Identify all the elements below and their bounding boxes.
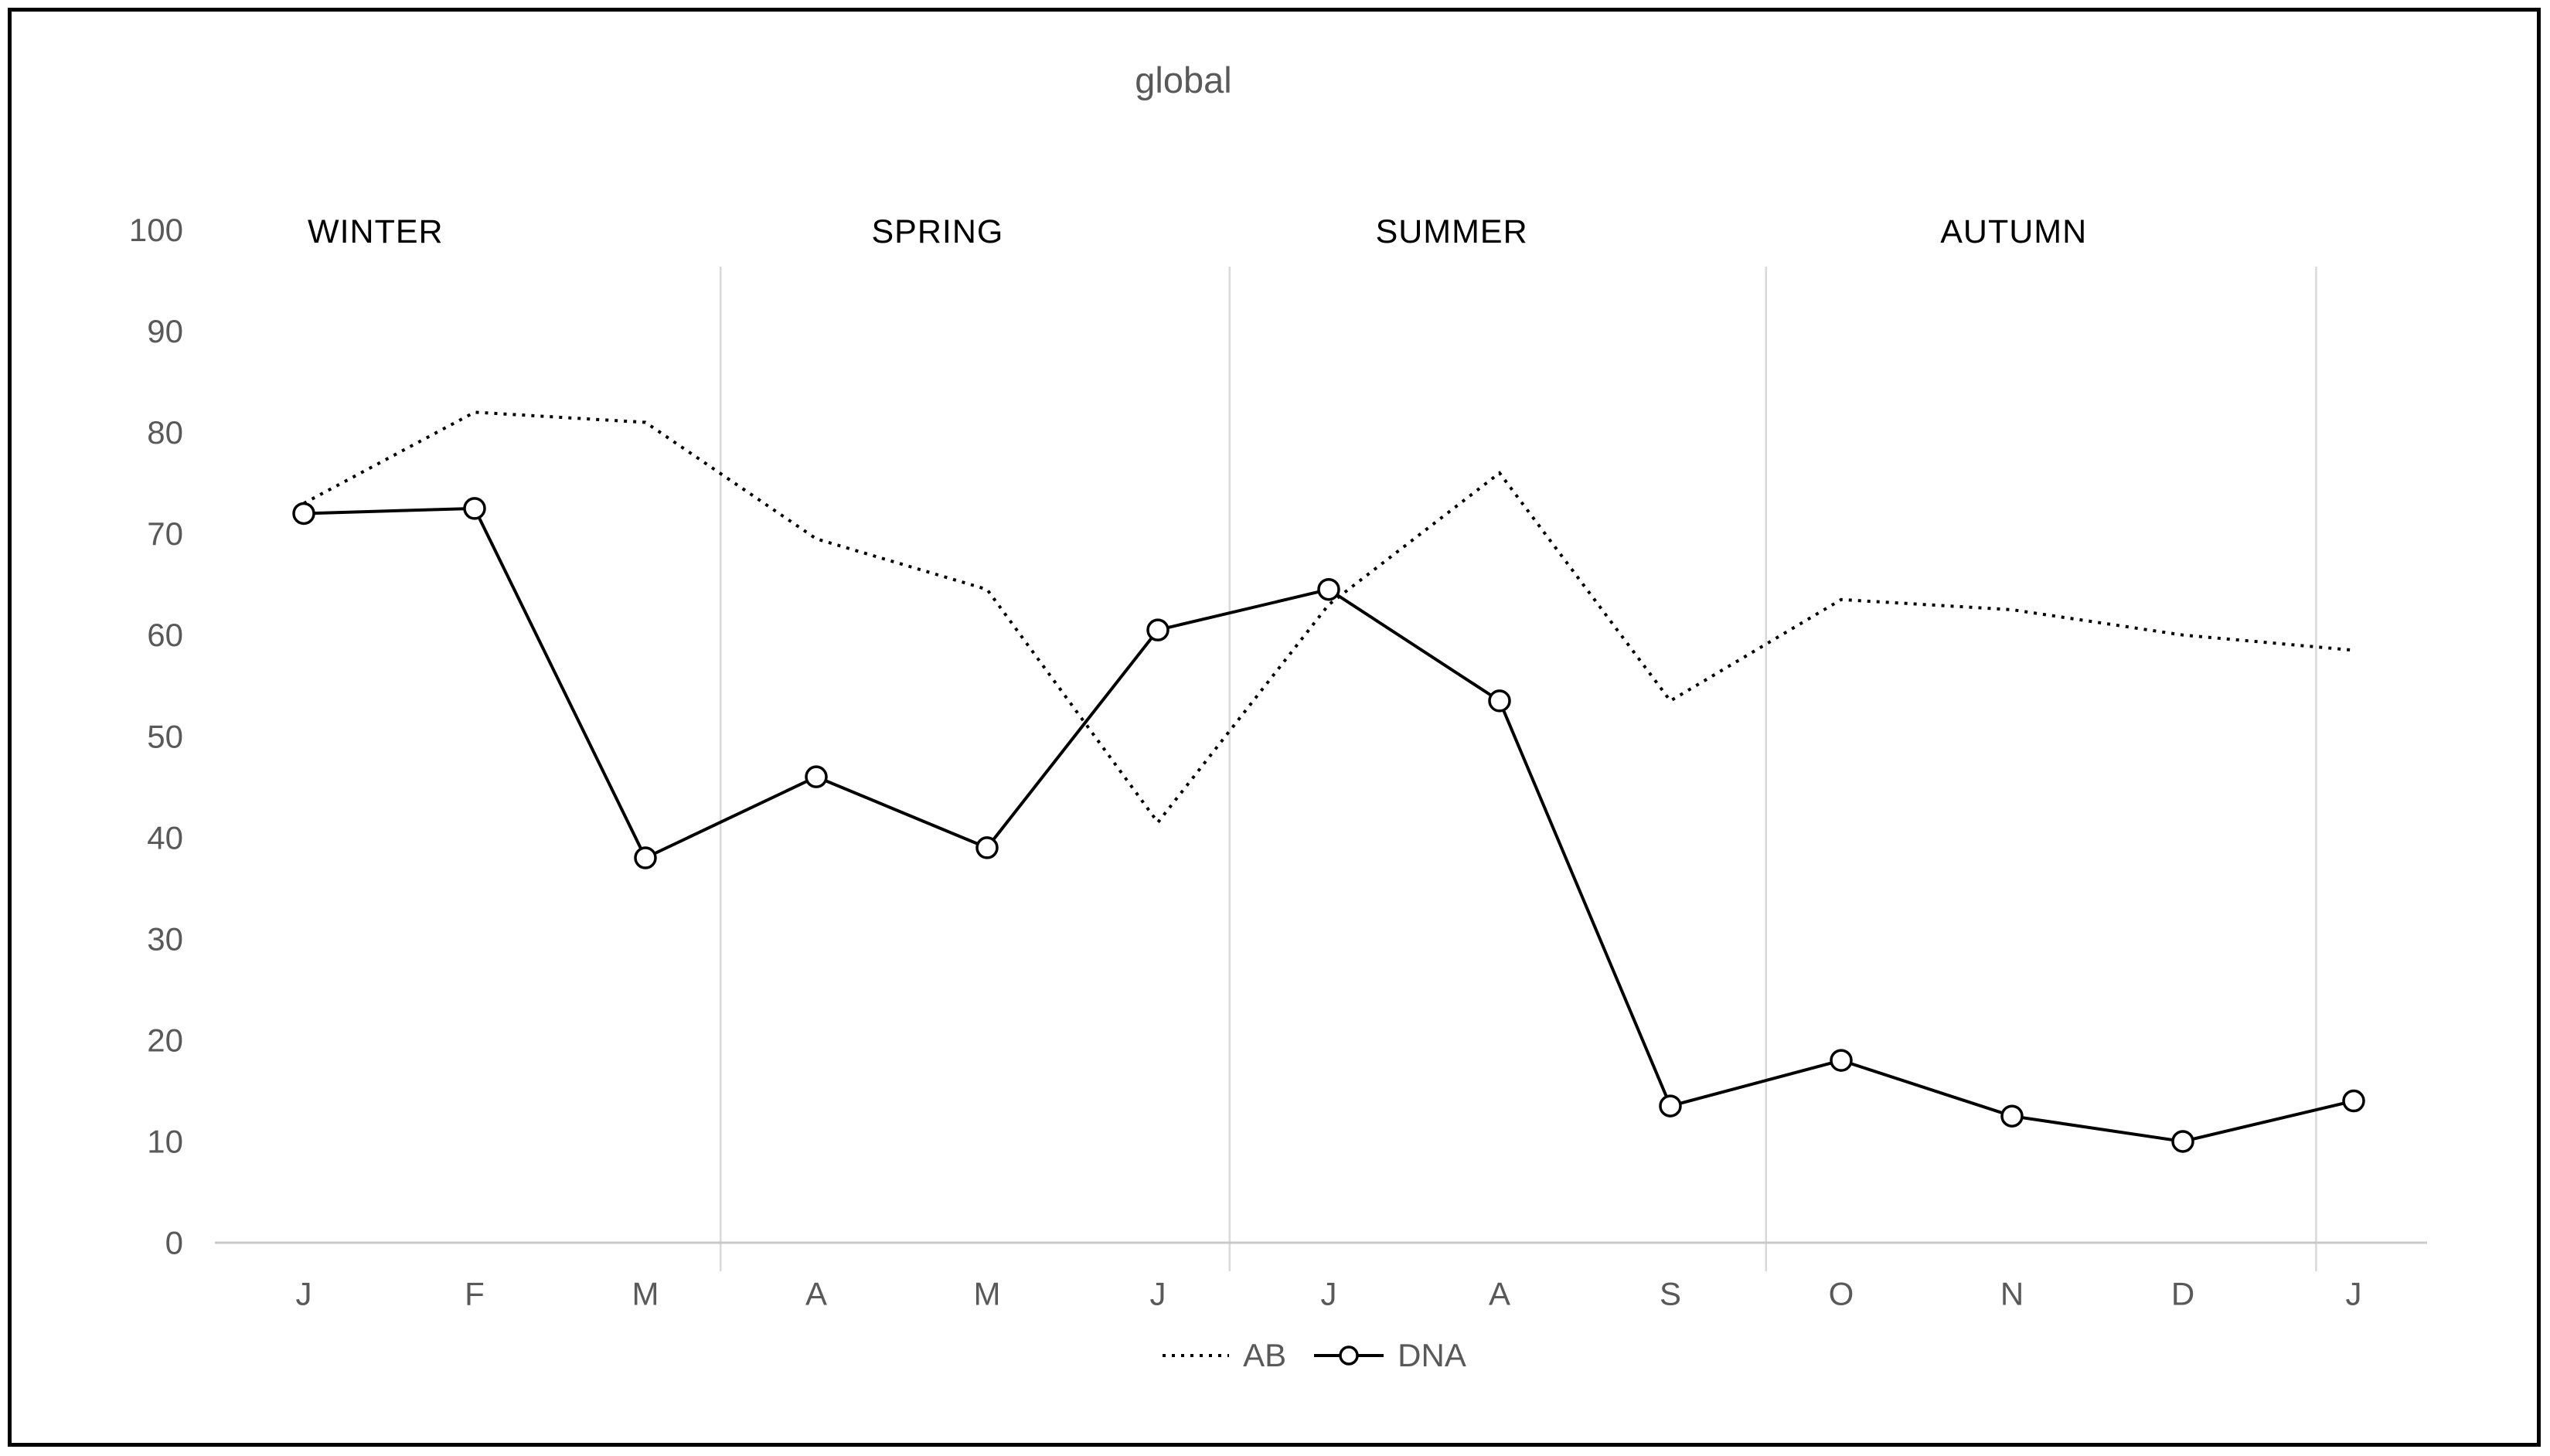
season-label: WINTER — [308, 213, 444, 250]
data-point-marker-dna — [975, 836, 999, 859]
y-axis-tick-label: 30 — [147, 920, 183, 957]
series-line-dna — [303, 506, 2354, 1143]
data-point-marker-dna — [1830, 1049, 1853, 1072]
y-axis-tick-label: 20 — [147, 1022, 183, 1058]
y-axis-tick-label: 70 — [147, 515, 183, 552]
data-point-marker-dna — [805, 765, 828, 788]
data-point-marker-dna — [1146, 618, 1169, 641]
x-axis-month-label: A — [805, 1276, 827, 1312]
chart-legend: AB DNA — [77, 1337, 2550, 1374]
season-label: SPRING — [871, 213, 1003, 250]
y-axis-tick-label: 90 — [147, 313, 183, 349]
data-point-marker-dna — [1659, 1094, 1682, 1118]
x-axis-month-label: N — [2000, 1276, 2024, 1312]
x-axis-month-label: A — [1489, 1276, 1510, 1312]
x-axis-month-label: J — [1150, 1276, 1166, 1312]
y-axis-tick-label: 60 — [147, 617, 183, 653]
legend-item-ab: AB — [1161, 1337, 1286, 1374]
data-point-marker-dna — [292, 502, 315, 526]
y-axis-tick-label: 0 — [165, 1225, 183, 1261]
x-axis-month-label: S — [1660, 1276, 1681, 1312]
ab-dotted-line-sample-icon — [1163, 1354, 1230, 1357]
x-axis-month-label: J — [2346, 1276, 2362, 1312]
y-axis-tick-label: 10 — [147, 1123, 183, 1159]
season-label: AUTUMN — [1940, 213, 2087, 250]
data-point-marker-dna — [1488, 689, 1511, 713]
data-point-marker-dna — [2171, 1130, 2194, 1153]
legend-label-dna: DNA — [1398, 1337, 1466, 1373]
y-axis-tick-label: 100 — [129, 212, 183, 248]
chart-title: global — [1135, 60, 1232, 100]
data-point-marker-dna — [2342, 1089, 2365, 1113]
x-axis-month-label: M — [974, 1276, 1001, 1312]
data-point-marker-dna — [634, 846, 657, 869]
x-axis-month-label: M — [632, 1276, 659, 1312]
x-axis-month-label: D — [2171, 1276, 2194, 1312]
data-point-marker-dna — [463, 497, 486, 520]
x-axis-month-label: O — [1829, 1276, 1854, 1312]
legend-label-ab: AB — [1243, 1337, 1287, 1373]
y-axis-tick-label: 80 — [147, 414, 183, 451]
y-axis-tick-label: 40 — [147, 819, 183, 856]
x-axis-month-label: F — [465, 1276, 485, 1312]
series-line-ab — [303, 410, 2354, 825]
legend-item-dna: DNA — [1312, 1337, 1466, 1374]
season-label: SUMMER — [1376, 213, 1528, 250]
x-axis-month-label: J — [296, 1276, 312, 1312]
data-point-marker-dna — [2000, 1104, 2024, 1128]
data-point-marker-dna — [1317, 577, 1340, 601]
dna-solid-line-marker-sample-icon — [1314, 1345, 1384, 1366]
y-axis-tick-label: 50 — [147, 718, 183, 754]
x-axis-month-label: J — [1321, 1276, 1337, 1312]
